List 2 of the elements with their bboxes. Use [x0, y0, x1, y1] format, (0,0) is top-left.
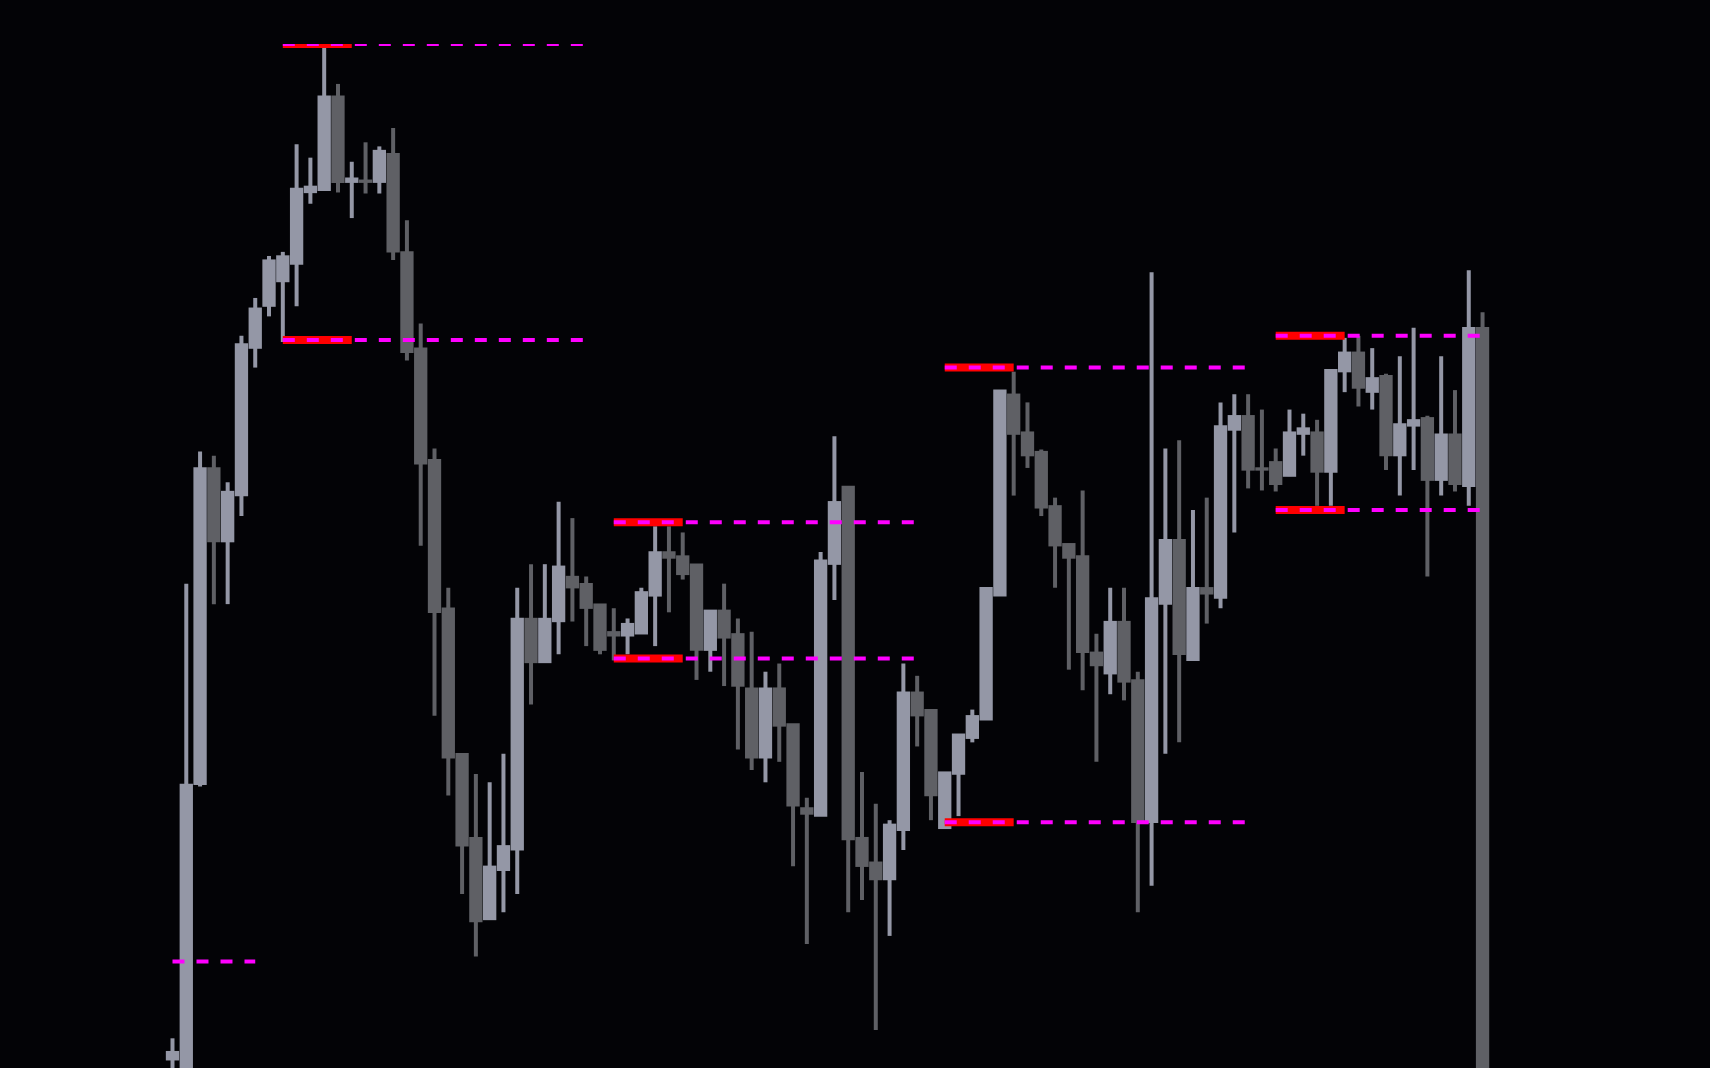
candlestick — [1200, 497, 1214, 624]
candlestick — [800, 797, 814, 945]
